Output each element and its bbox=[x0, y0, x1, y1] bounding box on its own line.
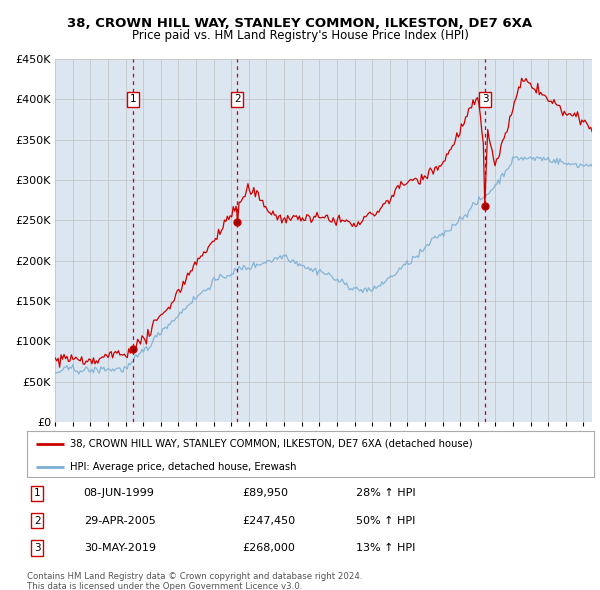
Text: 1: 1 bbox=[130, 94, 137, 104]
Text: 38, CROWN HILL WAY, STANLEY COMMON, ILKESTON, DE7 6XA (detached house): 38, CROWN HILL WAY, STANLEY COMMON, ILKE… bbox=[70, 438, 472, 448]
Text: 13% ↑ HPI: 13% ↑ HPI bbox=[356, 543, 415, 553]
Text: This data is licensed under the Open Government Licence v3.0.: This data is licensed under the Open Gov… bbox=[27, 582, 302, 590]
Text: 2: 2 bbox=[34, 516, 41, 526]
Text: £89,950: £89,950 bbox=[242, 489, 289, 499]
Text: 2: 2 bbox=[234, 94, 241, 104]
Text: 3: 3 bbox=[482, 94, 488, 104]
Text: £268,000: £268,000 bbox=[242, 543, 295, 553]
Text: 30-MAY-2019: 30-MAY-2019 bbox=[84, 543, 156, 553]
Text: Price paid vs. HM Land Registry's House Price Index (HPI): Price paid vs. HM Land Registry's House … bbox=[131, 30, 469, 42]
Text: 28% ↑ HPI: 28% ↑ HPI bbox=[356, 489, 415, 499]
Text: 29-APR-2005: 29-APR-2005 bbox=[84, 516, 155, 526]
Text: 08-JUN-1999: 08-JUN-1999 bbox=[84, 489, 155, 499]
Text: £247,450: £247,450 bbox=[242, 516, 296, 526]
Text: 1: 1 bbox=[34, 489, 41, 499]
Text: 3: 3 bbox=[34, 543, 41, 553]
Text: 38, CROWN HILL WAY, STANLEY COMMON, ILKESTON, DE7 6XA: 38, CROWN HILL WAY, STANLEY COMMON, ILKE… bbox=[67, 17, 533, 30]
Text: HPI: Average price, detached house, Erewash: HPI: Average price, detached house, Erew… bbox=[70, 461, 296, 471]
Text: Contains HM Land Registry data © Crown copyright and database right 2024.: Contains HM Land Registry data © Crown c… bbox=[27, 572, 362, 581]
Text: 50% ↑ HPI: 50% ↑ HPI bbox=[356, 516, 415, 526]
